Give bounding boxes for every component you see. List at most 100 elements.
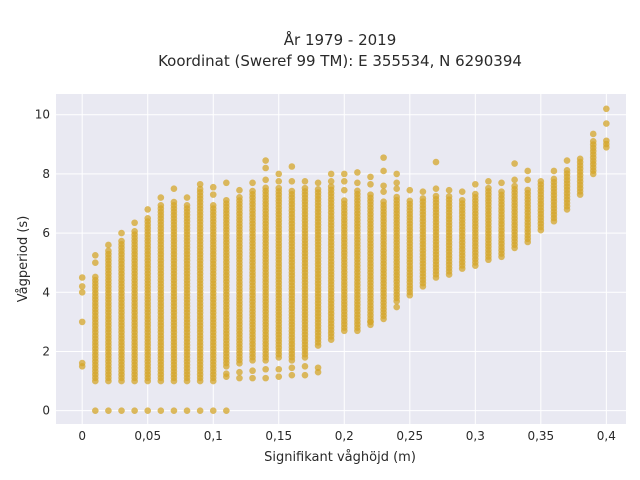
data-point — [209, 407, 217, 414]
data-point — [157, 201, 165, 209]
x-tick-label: 0,1 — [204, 429, 223, 443]
data-point — [144, 407, 152, 414]
data-point — [511, 176, 518, 184]
data-point — [236, 186, 243, 194]
data-point — [393, 193, 400, 201]
data-point — [92, 273, 99, 281]
data-point — [380, 154, 387, 161]
data-point — [275, 178, 283, 185]
data-point — [380, 167, 387, 175]
data-point — [78, 318, 86, 326]
data-point — [563, 157, 571, 164]
x-tick-label: 0,35 — [527, 429, 554, 443]
data-point — [170, 407, 178, 414]
data-point — [472, 190, 479, 198]
x-axis-label: Signifikant våghöjd (m) — [264, 450, 416, 465]
data-point — [78, 359, 86, 367]
data-point — [498, 188, 505, 195]
y-tick-label: 6 — [42, 226, 50, 240]
data-point — [354, 169, 361, 176]
x-tick-label: 0,25 — [396, 429, 423, 443]
data-point — [485, 184, 492, 192]
y-tick-label: 0 — [42, 404, 50, 418]
data-point — [406, 197, 414, 205]
data-point — [223, 407, 230, 414]
data-point — [223, 370, 230, 377]
data-point — [118, 229, 125, 237]
data-point — [419, 188, 427, 195]
chart-title-line2: Koordinat (Sweref 99 TM): E 355534, N 62… — [158, 52, 522, 70]
y-tick-label: 4 — [42, 285, 50, 299]
data-point — [144, 215, 152, 222]
data-point — [223, 196, 230, 204]
data-point — [301, 371, 309, 379]
data-point — [563, 167, 571, 174]
data-point — [354, 179, 361, 187]
data-point — [511, 182, 518, 190]
data-point — [249, 179, 256, 187]
data-point — [419, 195, 427, 202]
data-point — [262, 374, 269, 382]
data-point — [354, 187, 361, 195]
data-point — [367, 173, 374, 181]
data-point — [262, 157, 269, 164]
data-point — [105, 247, 112, 255]
x-tick-label: 0,15 — [265, 429, 292, 443]
data-point — [524, 186, 532, 194]
data-point — [445, 193, 453, 200]
data-point — [498, 179, 505, 187]
data-point — [105, 241, 112, 249]
data-point — [288, 163, 296, 170]
data-point — [275, 184, 283, 192]
data-point — [196, 180, 204, 188]
data-point — [367, 180, 374, 188]
data-point — [393, 170, 400, 178]
data-point — [314, 186, 322, 193]
data-point — [301, 178, 309, 185]
data-point — [327, 178, 335, 185]
data-point — [589, 130, 597, 138]
y-axis-label: Vågperiod (s) — [16, 216, 31, 303]
data-point — [209, 191, 217, 198]
data-point — [170, 198, 178, 206]
data-point — [393, 303, 400, 311]
data-point — [249, 187, 256, 195]
data-point — [157, 194, 165, 201]
data-point — [183, 407, 191, 414]
data-point — [301, 362, 309, 370]
y-tick-label: 8 — [42, 167, 50, 181]
data-point — [458, 188, 466, 195]
data-point — [275, 170, 283, 178]
data-point — [92, 407, 99, 414]
data-point — [92, 259, 99, 267]
data-point — [367, 191, 374, 198]
x-tick-label: 0 — [78, 429, 86, 443]
data-point — [340, 170, 348, 178]
data-point — [603, 105, 610, 113]
x-tick-label: 0,4 — [597, 429, 616, 443]
data-point — [340, 186, 348, 194]
data-point — [589, 138, 597, 145]
data-point — [432, 158, 440, 166]
data-point — [432, 192, 440, 200]
x-tick-labels: 0 0,05 0,1 0,15 0,2 0,25 0,3 0,35 0,4 — [78, 429, 616, 443]
data-point — [183, 194, 191, 201]
data-point — [144, 206, 152, 213]
data-point — [327, 170, 335, 178]
data-point — [249, 367, 256, 375]
data-point — [380, 188, 387, 195]
data-point — [314, 179, 322, 187]
data-point — [550, 175, 558, 183]
y-tick-label: 2 — [42, 344, 50, 358]
data-point — [432, 185, 440, 193]
data-point — [196, 407, 204, 414]
data-point — [406, 186, 414, 194]
data-point — [340, 197, 348, 204]
x-tick-label: 0,05 — [134, 429, 161, 443]
data-point — [537, 178, 545, 185]
data-point — [249, 374, 256, 382]
data-point — [209, 183, 217, 191]
data-point — [511, 160, 518, 167]
data-point — [236, 368, 243, 376]
